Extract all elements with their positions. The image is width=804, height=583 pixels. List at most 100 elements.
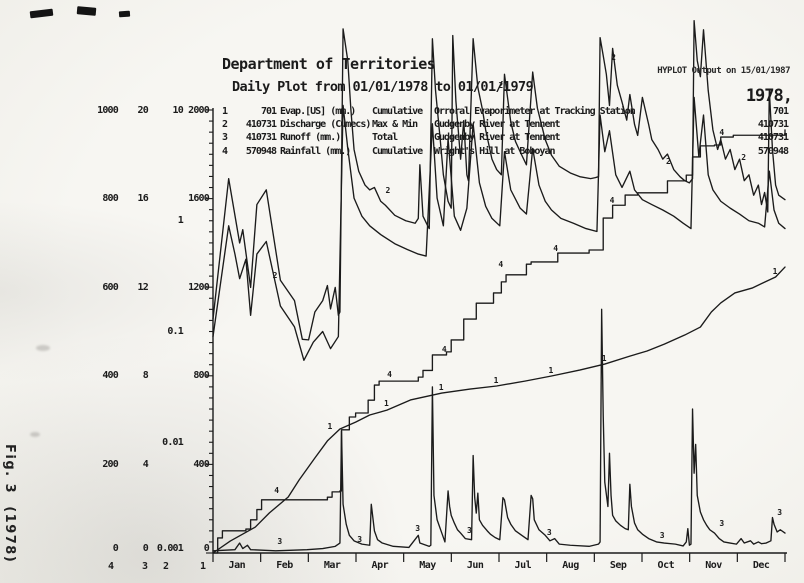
y-axis-3-tick-label: 20 (137, 104, 149, 116)
right-station-id: 701 (772, 106, 789, 117)
y-axis-2-tick-label: 0.01 (162, 436, 184, 448)
series-discharge-min-line (212, 96, 786, 361)
y-axis-1-tick-label: 0 (203, 542, 210, 554)
legend-series-number: 1 (222, 106, 228, 117)
curve-marker-3: 3 (415, 523, 420, 533)
month-label-nov: Nov (705, 560, 722, 571)
curve-marker-3: 3 (659, 531, 665, 541)
curve-marker-3: 3 (277, 536, 282, 546)
y-axis-4-tick-label: 800 (102, 193, 118, 205)
curve-marker-2: 2 (272, 270, 278, 280)
y-axis-1-tick-label: 800 (193, 370, 209, 382)
legend-series-number: 3 (222, 132, 228, 144)
curve-marker-4: 4 (719, 128, 724, 138)
month-label-apr: Apr (371, 560, 389, 571)
curve-marker-4: 4 (387, 369, 392, 379)
curve-marker-1: 1 (601, 353, 607, 363)
y-axis-3-tick-label: 12 (137, 281, 149, 293)
curve-marker-4: 4 (274, 485, 279, 495)
page-title: Department of Territories (222, 55, 436, 73)
curve-marker-2: 2 (498, 80, 503, 90)
curve-marker-2: 2 (385, 186, 391, 196)
y-axis-2-tick-label: 10 (172, 104, 184, 116)
month-label-may: May (419, 560, 436, 571)
y-axis-2-tick-label: 0.001 (156, 542, 184, 554)
month-label-jan: Jan (228, 560, 246, 571)
axis-id-2: 2 (163, 561, 169, 572)
legend-row-4: 4 570948 Rainfall (mm.) Cumulative Wright's … (222, 146, 555, 158)
curve-marker-1: 1 (772, 266, 778, 276)
legend-site-name: Wright's Hill at Boboyan (434, 145, 555, 157)
legend-series-number: 4 (222, 145, 228, 157)
month-label-feb: Feb (276, 560, 293, 571)
y-axis-2-tick-label: 1 (177, 215, 184, 227)
legend-site-name: Gudgenby River at Tennent (434, 119, 561, 131)
legend-variable: Discharge (Cumecs) (280, 119, 371, 131)
curve-marker-3: 3 (777, 508, 782, 518)
y-axis-1-tick-label: 400 (193, 458, 209, 470)
y-axis-3-tick-label: 16 (137, 193, 149, 205)
curve-marker-3: 3 (719, 519, 724, 529)
curve-marker-1: 1 (438, 382, 444, 392)
axis-id-3: 3 (142, 561, 148, 572)
legend-row-1: 1 701 Evap.[US] (mm.) Cumulative Orroral Eva… (222, 106, 636, 118)
curve-marker-3: 3 (546, 528, 552, 538)
month-label-oct: Oct (657, 560, 675, 571)
y-axis-2-tick-label: 0.1 (167, 326, 183, 337)
scan-smudge (30, 432, 40, 437)
y-axis-4-tick-label: 0 (112, 542, 119, 554)
y-axis-1-tick-label: 2000 (188, 104, 210, 116)
legend-variable: Evap.[US] (mm.) (280, 106, 356, 117)
axis-id-1: 1 (200, 561, 206, 572)
curve-marker-2: 2 (741, 152, 746, 162)
legend-series-number: 2 (222, 119, 228, 131)
plot-subtitle: Daily Plot from 01/01/1978 to 01/01/1979 (232, 79, 534, 95)
legend-statistic: Cumulative (372, 145, 423, 157)
month-label-aug: Aug (562, 560, 579, 571)
legend-statistic: Total (372, 132, 398, 144)
y-axis-1-tick-label: 1200 (188, 281, 210, 293)
legend-statistic: Max & Min (372, 119, 418, 131)
curve-marker-4: 4 (498, 260, 503, 270)
curve-marker-3: 3 (467, 525, 472, 535)
series-evap-cumulative-line (212, 266, 786, 554)
year-label: 1978, (745, 86, 793, 106)
legend-site-name: Orroral Evaporimeter at Tracking Station (434, 106, 636, 117)
curve-marker-1: 1 (493, 376, 499, 386)
series-runoff-daily-line (212, 308, 786, 552)
month-label-jul: Jul (514, 560, 532, 571)
curve-marker-3: 3 (357, 534, 362, 544)
y-axis-3-tick-label: 0 (142, 542, 149, 554)
y-axis-3-tick-label: 4 (142, 458, 149, 470)
month-label-jun: Jun (466, 560, 484, 571)
legend-station-id: 410731 (245, 132, 277, 144)
month-label-sep: Sep (609, 560, 627, 571)
series-discharge-max-line (212, 20, 786, 341)
curve-marker-4: 4 (609, 195, 615, 205)
y-axis-3-tick-label: 8 (142, 370, 149, 382)
curve-marker-2: 2 (666, 156, 671, 166)
legend-site-name: Gudgenby River at Tennent (434, 132, 561, 144)
legend-row-3: 3 410731 Runoff (mm.) Total Gudgenby River a… (222, 132, 561, 144)
month-label-mar: Mar (323, 560, 341, 571)
legend-statistic: Cumulative (372, 106, 423, 117)
legend-station-id: 410731 (245, 119, 277, 131)
curve-marker-4: 4 (553, 244, 558, 254)
curve-marker-1: 1 (327, 421, 333, 431)
month-label-dec: Dec (752, 560, 770, 571)
axis-id-4: 4 (108, 561, 114, 572)
legend-station-id: 701 (260, 106, 277, 117)
right-station-id: 410731 (757, 119, 789, 131)
legend-variable: Runoff (mm.) (280, 132, 341, 144)
figure-caption: Fig. 3 (1978) (2, 444, 17, 564)
legend-station-id: 570948 (245, 145, 277, 157)
right-station-id: 570948 (757, 145, 789, 157)
right-station-id: 410731 (757, 132, 789, 144)
y-axis-4-tick-label: 400 (102, 370, 118, 382)
series-rainfall-cumulative-line (212, 129, 786, 554)
y-axis-4-tick-label: 600 (102, 281, 118, 293)
legend-variable: Rainfall (mm.) (280, 145, 351, 157)
scan-smudge (36, 345, 50, 351)
